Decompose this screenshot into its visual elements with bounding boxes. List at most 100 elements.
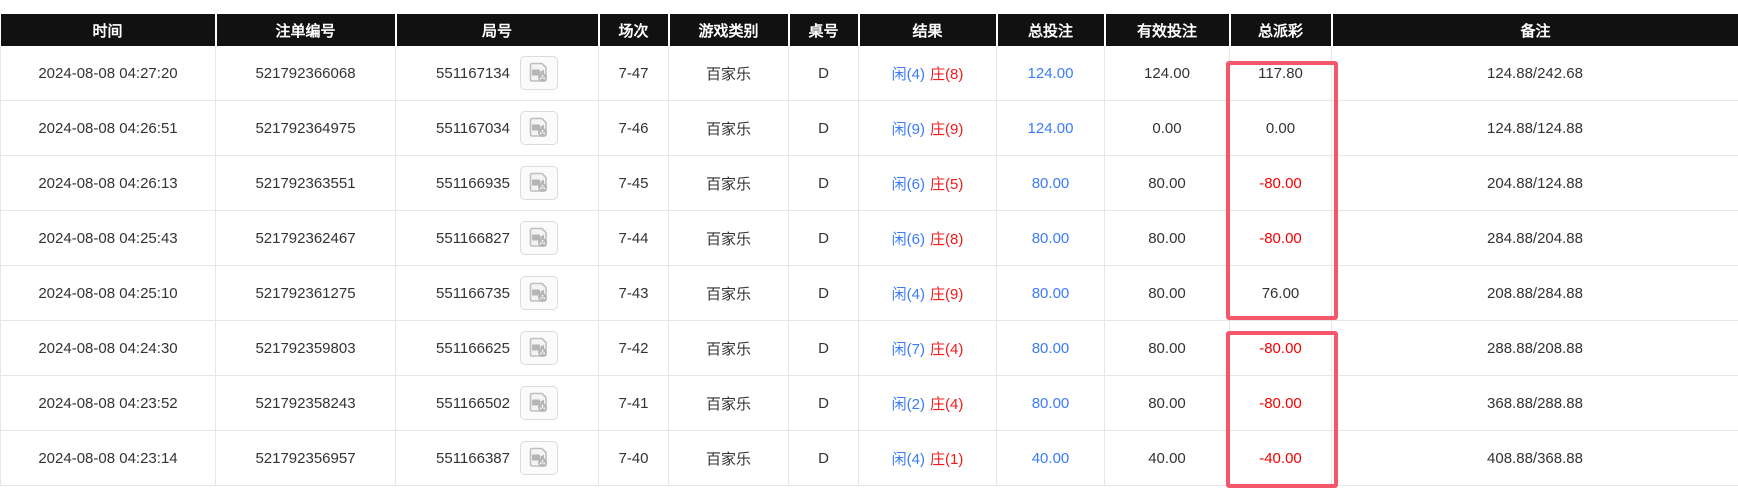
cell-game-type: 百家乐 <box>669 266 789 321</box>
time-value: 2024-08-08 04:23:52 <box>38 395 177 412</box>
cell-remark: 124.88/242.68 <box>1332 46 1738 101</box>
cell-game-type: 百家乐 <box>669 101 789 156</box>
cell-result: 闲(9)庄(9) <box>859 101 997 156</box>
cell-table-no: D <box>789 321 859 376</box>
cell-bet-id: 521792366068 <box>216 46 396 101</box>
cell-session: 7-43 <box>599 266 669 321</box>
total-bet-link[interactable]: 40.00 <box>1032 450 1070 467</box>
table-no-value: D <box>818 285 829 302</box>
total-bet-link[interactable]: 124.00 <box>1028 120 1074 137</box>
cell-remark: 408.88/368.88 <box>1332 431 1738 486</box>
video-replay-button[interactable] <box>520 111 558 145</box>
header-bet-id: 注单编号 <box>216 14 396 46</box>
result-banker-value: 庄(8) <box>930 231 963 248</box>
total-bet-link[interactable]: 80.00 <box>1032 175 1070 192</box>
bet-id-value: 521792362467 <box>255 230 355 247</box>
table-row: 2024-08-08 04:23:52 521792358243 5511665… <box>1 376 1738 431</box>
cell-payout: -80.00 <box>1230 211 1332 266</box>
cell-session: 7-46 <box>599 101 669 156</box>
payout-value: -80.00 <box>1259 175 1302 192</box>
session-value: 7-42 <box>618 340 648 357</box>
header-total-bet: 总投注 <box>997 14 1105 46</box>
cell-bet-id: 521792362467 <box>216 211 396 266</box>
cell-table-no: D <box>789 266 859 321</box>
cell-total-bet: 124.00 <box>997 46 1105 101</box>
time-value: 2024-08-08 04:23:14 <box>38 450 177 467</box>
cell-result: 闲(6)庄(8) <box>859 211 997 266</box>
cell-table-no: D <box>789 156 859 211</box>
cell-remark: 208.88/284.88 <box>1332 266 1738 321</box>
total-bet-link[interactable]: 80.00 <box>1032 285 1070 302</box>
result-banker-value: 庄(8) <box>930 66 963 83</box>
cell-total-bet: 124.00 <box>997 101 1105 156</box>
bet-id-value: 521792366068 <box>255 65 355 82</box>
cell-valid-bet: 80.00 <box>1105 156 1230 211</box>
cell-total-bet: 80.00 <box>997 211 1105 266</box>
session-value: 7-46 <box>618 120 648 137</box>
total-bet-link[interactable]: 124.00 <box>1028 65 1074 82</box>
game-type-value: 百家乐 <box>706 341 751 358</box>
game-type-value: 百家乐 <box>706 176 751 193</box>
video-replay-icon <box>527 227 551 249</box>
cell-payout: -80.00 <box>1230 321 1332 376</box>
remark-value: 408.88/368.88 <box>1487 450 1583 467</box>
cell-session: 7-45 <box>599 156 669 211</box>
valid-bet-value: 0.00 <box>1152 120 1181 137</box>
video-replay-button[interactable] <box>520 166 558 200</box>
game-type-value: 百家乐 <box>706 286 751 303</box>
remark-value: 204.88/124.88 <box>1487 175 1583 192</box>
game-type-value: 百家乐 <box>706 121 751 138</box>
header-remark: 备注 <box>1332 14 1738 46</box>
video-replay-button[interactable] <box>520 441 558 475</box>
cell-payout: 76.00 <box>1230 266 1332 321</box>
header-payout: 总派彩 <box>1230 14 1332 46</box>
round-id-value: 551166502 <box>436 395 510 412</box>
cell-bet-id: 521792364975 <box>216 101 396 156</box>
table-row: 2024-08-08 04:25:43 521792362467 5511668… <box>1 211 1738 266</box>
video-replay-button[interactable] <box>520 386 558 420</box>
video-replay-icon <box>527 172 551 194</box>
cell-time: 2024-08-08 04:23:14 <box>1 431 216 486</box>
total-bet-link[interactable]: 80.00 <box>1032 340 1070 357</box>
cell-round-id: 551166827 <box>396 211 599 266</box>
cell-round-id: 551166625 <box>396 321 599 376</box>
video-replay-button[interactable] <box>520 331 558 365</box>
game-type-value: 百家乐 <box>706 66 751 83</box>
cell-session: 7-47 <box>599 46 669 101</box>
table-row: 2024-08-08 04:25:10 521792361275 5511667… <box>1 266 1738 321</box>
table-header: 时间 注单编号 局号 场次 游戏类别 桌号 结果 总投注 有效投注 总派彩 备注 <box>1 14 1738 46</box>
result-player-value: 闲(9) <box>892 121 925 138</box>
bet-id-value: 521792356957 <box>255 450 355 467</box>
bet-id-value: 521792359803 <box>255 340 355 357</box>
total-bet-link[interactable]: 80.00 <box>1032 395 1070 412</box>
cell-total-bet: 80.00 <box>997 321 1105 376</box>
video-replay-button[interactable] <box>520 56 558 90</box>
cell-remark: 284.88/204.88 <box>1332 211 1738 266</box>
video-replay-icon <box>527 447 551 469</box>
time-value: 2024-08-08 04:26:13 <box>38 175 177 192</box>
cell-result: 闲(7)庄(4) <box>859 321 997 376</box>
cell-game-type: 百家乐 <box>669 156 789 211</box>
table-no-value: D <box>818 230 829 247</box>
valid-bet-value: 80.00 <box>1148 175 1186 192</box>
cell-table-no: D <box>789 431 859 486</box>
table-no-value: D <box>818 120 829 137</box>
cell-remark: 204.88/124.88 <box>1332 156 1738 211</box>
video-replay-icon <box>527 337 551 359</box>
bet-history-table: 时间 注单编号 局号 场次 游戏类别 桌号 结果 总投注 有效投注 总派彩 备注… <box>0 14 1738 486</box>
cell-round-id: 551167134 <box>396 46 599 101</box>
video-replay-button[interactable] <box>520 221 558 255</box>
game-type-value: 百家乐 <box>706 396 751 413</box>
table-no-value: D <box>818 450 829 467</box>
header-result: 结果 <box>859 14 997 46</box>
remark-value: 124.88/124.88 <box>1487 120 1583 137</box>
result-banker-value: 庄(4) <box>930 341 963 358</box>
remark-value: 368.88/288.88 <box>1487 395 1583 412</box>
total-bet-link[interactable]: 80.00 <box>1032 230 1070 247</box>
payout-value: 117.80 <box>1258 65 1303 82</box>
cell-total-bet: 80.00 <box>997 156 1105 211</box>
result-player-value: 闲(6) <box>892 176 925 193</box>
round-id-value: 551166387 <box>436 450 510 467</box>
valid-bet-value: 124.00 <box>1144 65 1190 82</box>
video-replay-button[interactable] <box>520 276 558 310</box>
